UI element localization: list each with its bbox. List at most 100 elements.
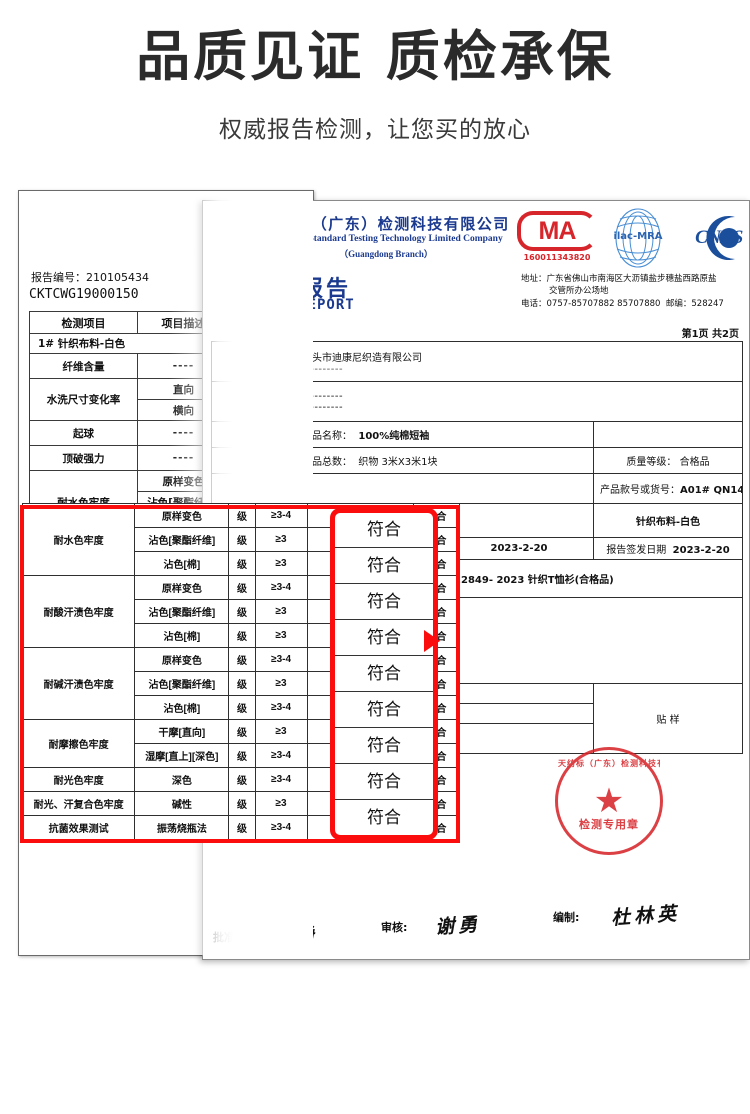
postcode-value: 528247 [691,298,724,309]
test-group: 耐碱汗渍色牢度 [21,647,136,720]
back-report-number: 报告编号：210105434 [31,269,149,285]
address-line: 地址：广东省佛山市南海区大沥镇盐步穗盐西路原盐 [521,273,749,285]
test-unit: 级 [228,695,256,720]
test-requirement: ≥3 [254,623,308,648]
lab-name-en: Tianfang Standard Testing Technology Lim… [269,234,503,244]
conformity-value: 符合 [334,584,434,620]
compile-signature: 杜林英 [610,903,681,930]
test-group: 耐水色牢度 [21,503,136,576]
test-unit: 级 [228,551,256,576]
test-desc: 沾色[聚酯纤维] [134,527,230,552]
issue-date-cell: 报告签发日期 2023-2-20 [593,537,743,560]
table-row: 产品款号或货号：A01# QN1425# [211,473,743,504]
test-requirement: ≥3-4 [254,575,308,600]
sample-total-label: 样品总数： [302,457,352,468]
approve-signature: 张 静 [262,924,319,949]
client-value: 汕头市迪康尼织造有限公司 ---------- [295,341,743,382]
test-unit: 级 [228,743,256,768]
lab-address-block: 地址：广东省佛山市南海区大沥镇盐步穗盐西路原盐 交管所办公场地 电话：0757-… [521,273,749,310]
sample-total-cell: 样品总数： 织物 3米X3米1块 [295,447,594,474]
conformity-value: 符合 [334,728,434,764]
test-desc: 原样变色 [134,647,230,672]
conformity-callout-column: 符合 符合 符合 符合 符合 符合 符合 符合 符合 [334,512,434,836]
test-requirement: ≥3 [254,671,308,696]
stamp-top-text: 天纺标（广东）检测科技有限公司 [558,759,660,768]
table-row: 委托单位 汕头市迪康尼织造有限公司 ---------- [211,341,743,382]
address-line2: 交管所办公场地 [549,286,609,297]
page-indicator: 第1页 共2页 [681,329,739,340]
cnas-accreditation-icon: CNAS [677,209,749,267]
test-unit: 级 [228,671,256,696]
quality-grade-label: 质量等级： [626,457,677,468]
col-header-item: 检测项目 [29,311,138,334]
cnas-swoosh-shape [706,216,739,260]
page-subtitle: 权威报告检测，让您买的放心 [219,117,531,143]
promo-banner: 品质见证 质检承保 权威报告检测，让您买的放心 [0,0,750,180]
conformity-value: 符合 [334,548,434,584]
test-unit: 级 [228,815,256,840]
postcode-label: 邮编： [665,298,692,309]
sample-name-cell: 样品名称： 100%纯棉短袖 [295,421,594,448]
product-code-value: A01# QN1425# [680,485,742,496]
ma-number: 160011343820 [523,253,591,262]
test-group: 耐光、汗复合色牢度 [21,791,136,816]
star-icon: ★ [593,781,625,821]
address-label: 地址： [521,274,547,284]
test-requirement: ≥3 [254,791,308,816]
test-requirement: ≥3-4 [254,647,308,672]
producer-label: 生产单位 [211,381,296,422]
test-requirement: ≥3 [254,719,308,744]
test-desc: 原样变色 [134,575,230,600]
producer-dashes-2: ---------- [302,401,344,413]
product-code-cell: 产品款号或货号：A01# QN1425# [593,473,743,504]
conformity-value: 符合 [334,656,434,692]
test-requirement: ≥3-4 [254,815,308,840]
test-desc: 原样变色 [134,503,230,528]
test-desc: 干摩[直向] [134,719,230,744]
table-row: 生产单位 ---------- ---------- [211,381,743,422]
test-desc: 沾色[棉] [134,551,230,576]
lab-name-cn: 天纺标（广东）检测科技有限公司 [262,215,510,233]
sample-total-value: 织物 3米X3米1块 [358,457,438,468]
ilac-label: ilac-MRA [613,231,663,242]
conformity-value: 符合 [334,512,434,548]
test-group: 耐酸汗渍色牢度 [21,575,136,648]
test-unit: 级 [228,599,256,624]
producer-value: ---------- ---------- [295,381,743,422]
compile-label: 编制: [553,911,580,924]
test-desc: 湿摩[直上][深色] [134,743,230,768]
back-report-number-value: 210105434 [86,271,149,284]
test-requirement: ≥3-4 [254,503,308,528]
ilac-mra-icon: ilac-MRA [607,207,669,269]
test-group: 耐摩擦色牢度 [21,719,136,768]
sample-name-label: 样品名称： [302,431,352,442]
report-letterhead: 天纺标（广东）检测科技有限公司 Tianfang Standard Testin… [203,201,749,321]
test-requirement: ≥3-4 [254,743,308,768]
cnas-label: CNAS [695,227,743,248]
test-desc: 碱性 [134,791,230,816]
conformity-value: 符合 [334,800,434,836]
issue-date-label: 报告签发日期 [606,545,667,556]
page-title: 品质见证 质检承保 [136,25,614,88]
sample-desc-value: 针织布料-白色 [593,503,743,538]
test-desc: 沾色[聚酯纤维] [134,599,230,624]
test-unit: 级 [228,503,256,528]
ma-label: MA [538,217,577,245]
test-requirement: ≥3 [254,599,308,624]
row-item: 水洗尺寸变化率 [29,378,138,421]
phone-line: 电话：0757-85707882 85707880 邮编：528247 [521,298,749,310]
report-title-en: TEST REPORT [251,297,355,313]
test-unit: 级 [228,791,256,816]
test-desc: 沾色[棉] [134,695,230,720]
test-requirement: ≥3-4 [254,695,308,720]
review-signature: 谢勇 [434,914,482,939]
test-unit: 级 [228,767,256,792]
client-label: 委托单位 [211,341,296,382]
table-row: 样品名称： 100%纯棉短袖 [211,421,743,448]
product-code-label: 产品款号或货号： [600,485,680,496]
phone-value: 0757-85707882 85707880 [546,298,661,309]
lab-branch-en: （Guangdong Branch） [339,249,433,259]
stamp-bottom-text: 检测专用章 [579,818,639,831]
signature-area: 批准: 张 静 审核: 谢勇 编制: 杜林英 [203,895,749,959]
